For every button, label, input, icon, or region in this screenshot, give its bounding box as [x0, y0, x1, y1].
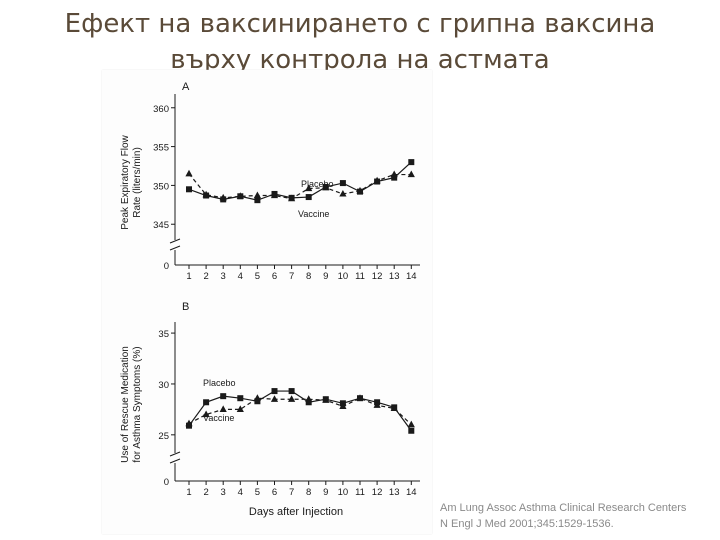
figure-panel: A 345 350 355 360 0 1 2 3 4 5 6 7 8 9 10 11 12 13 14 Peak Ex… [102, 70, 432, 534]
panel-b-vaccine-point [271, 395, 278, 402]
panel-b-axis-break [170, 452, 180, 463]
panel-b-ylabel-line-1: Use of Rescue Medication [120, 346, 131, 463]
panel-a-y-tick-label: 345 [153, 220, 169, 231]
panel-a-ylabel-line-2: Rate (liters/min) [132, 147, 143, 218]
panel-b-placebo-point [220, 393, 226, 399]
panel-b-y-zero-label: 0 [164, 477, 169, 488]
panel-b-placebo-point [237, 395, 243, 401]
panel-b-y-tick-label: 30 [158, 380, 169, 391]
panel-b-x-tick-label: 3 [221, 487, 226, 498]
panel-b-x-tick-label: 8 [306, 487, 311, 498]
panel-a-x-tick-label: 6 [272, 271, 277, 282]
panel-a-vaccine-point [391, 171, 398, 178]
panel-a-x-tick-label: 5 [255, 271, 260, 282]
panel-a-x-tick-label: 13 [389, 271, 400, 282]
panel-b-vaccine-point [254, 394, 261, 401]
panel-b-placebo-point [289, 388, 295, 394]
panel-b-placebo-legend-label: Placebo [203, 378, 236, 388]
panel-a-placebo-point [340, 180, 346, 186]
panel-a-x-tick-label: 7 [289, 271, 294, 282]
panel-a-y-tick-label: 360 [153, 104, 169, 115]
panel-a-x-tick-label: 3 [221, 271, 226, 282]
panel-b-vaccine-point [237, 405, 244, 412]
panel-b-vaccine-legend-label: Vaccine [203, 413, 234, 423]
panel-b-x-tick-label: 7 [289, 487, 294, 498]
panel-a-vaccine-point [185, 170, 192, 177]
panel-a-vaccine-point [254, 192, 261, 199]
panel-a-vaccine-point [408, 171, 415, 178]
panel-b-x-tick-label: 9 [323, 487, 328, 498]
panel-b-x-tick-label: 10 [338, 487, 349, 498]
panel-a-x-tick-label: 4 [238, 271, 243, 282]
panel-b-placebo-point [272, 388, 278, 394]
panel-a-x-tick-label: 14 [406, 271, 417, 282]
panel-a-placebo-legend-label: Placebo [301, 179, 334, 189]
panel-b-ylabel-line-2: for Asthma Symptoms (%) [132, 346, 143, 462]
panel-b-y-tick-label: 35 [158, 329, 169, 340]
citation-line-1: Am Lung Assoc Asthma Clinical Research C… [440, 500, 686, 516]
panel-a-axis-break [170, 239, 180, 250]
panel-a-placebo-point [408, 159, 414, 165]
panel-a-x-tick-label: 9 [323, 271, 328, 282]
panel-b-vaccine-point [408, 421, 415, 428]
panel-b-placebo-point [408, 428, 414, 434]
panel-b-x-tick-label: 1 [186, 487, 191, 498]
panel-a-label: A [182, 81, 190, 93]
slide-title: Ефект на ваксинирането с грипна ваксина … [0, 6, 720, 78]
panel-b-x-tick-label: 11 [355, 487, 365, 498]
panel-b-vaccine-point [220, 405, 227, 412]
citation: Am Lung Assoc Asthma Clinical Research C… [440, 500, 686, 532]
panel-a-x-tick-label: 10 [338, 271, 349, 282]
panel-b-vaccine-point [288, 395, 295, 402]
panel-a-x-tick-label: 2 [203, 271, 208, 282]
panel-b-label: B [182, 301, 189, 313]
panel-b-xlabel: Days after Injection [249, 506, 343, 518]
panel-b-placebo-point [203, 399, 209, 405]
panel-b-x-tick-label: 4 [238, 487, 243, 498]
panel-b-x-tick-label: 2 [203, 487, 208, 498]
panel-a-x-tick-label: 8 [306, 271, 311, 282]
panel-b-vaccine-point [305, 395, 312, 402]
panel-b-y-tick-label: 25 [158, 431, 169, 442]
panel-b-x-tick-label: 14 [406, 487, 417, 498]
panel-b-x-tick-label: 12 [372, 487, 383, 498]
panel-b-x-tick-label: 6 [272, 487, 277, 498]
panel-a-placebo-point [186, 186, 192, 192]
panel-a-x-tick-label: 11 [355, 271, 365, 282]
panel-a-y-tick-label: 350 [153, 181, 169, 192]
panel-a-y-zero-label: 0 [164, 261, 169, 272]
panel-b-x-tick-label: 5 [255, 487, 260, 498]
panel-a-x-tick-label: 12 [372, 271, 383, 282]
panel-b-x-tick-label: 13 [389, 487, 400, 498]
panel-a-ylabel-line-1: Peak Expiratory Flow [120, 134, 131, 229]
slide-title-line-1: Ефект на ваксинирането с грипна ваксина [0, 6, 720, 42]
panel-a-y-tick-label: 355 [153, 143, 169, 154]
citation-line-2: N Engl J Med 2001;345:1529-1536. [440, 516, 686, 532]
panel-a-vaccine-legend-label: Vaccine [298, 209, 329, 219]
panel-a-placebo-point [306, 194, 312, 200]
panel-a-x-tick-label: 1 [186, 271, 191, 282]
